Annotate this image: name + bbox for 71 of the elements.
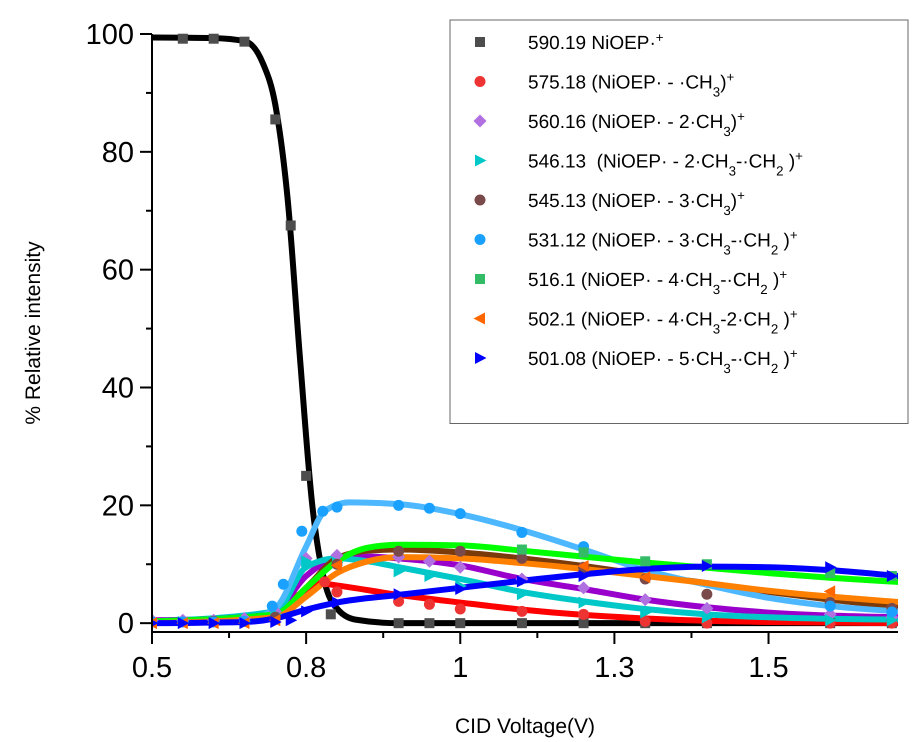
x-axis-title: CID Voltage(V)	[454, 715, 596, 738]
point	[319, 576, 330, 588]
point	[239, 36, 250, 47]
point	[301, 555, 313, 568]
point	[886, 606, 898, 618]
point	[266, 600, 278, 612]
point	[394, 618, 404, 628]
point	[331, 502, 342, 513]
legend-label: 545.13 (NiOEP· - 3·CH$_{3}$)$^{+}$	[528, 188, 746, 218]
point	[640, 556, 650, 566]
point	[640, 616, 651, 627]
point	[455, 618, 466, 628]
point	[577, 581, 590, 594]
x-tick-label: 1	[452, 652, 468, 684]
point	[301, 470, 312, 481]
x-tick-label: 1.5	[748, 652, 789, 684]
point	[286, 220, 296, 230]
point	[278, 578, 289, 590]
y-tick-label: 100	[86, 19, 134, 51]
point	[424, 502, 435, 514]
point	[702, 560, 714, 572]
point	[296, 526, 308, 537]
point	[326, 609, 336, 620]
point	[516, 606, 528, 617]
point	[454, 508, 466, 520]
point	[516, 575, 528, 588]
y-tick-label: 60	[102, 254, 134, 287]
point	[454, 546, 466, 557]
point	[702, 611, 714, 624]
point	[824, 585, 836, 598]
point	[422, 554, 436, 568]
point	[454, 560, 467, 574]
point	[301, 605, 313, 618]
point	[638, 593, 652, 606]
legend-label: 531.12 (NiOEP· - 3·CH$_{3}$-·CH$_{2}$ )$^{+}$	[528, 227, 798, 257]
point	[424, 598, 435, 610]
y-tick-label: 0	[118, 608, 134, 640]
point	[825, 614, 837, 626]
point	[578, 547, 589, 558]
point	[700, 602, 714, 615]
point	[578, 570, 590, 582]
y-tick-label: 40	[102, 372, 134, 404]
point	[578, 608, 590, 620]
point	[701, 588, 712, 600]
point	[825, 561, 837, 574]
point	[454, 604, 466, 615]
y-axis-title: % Relative intensity	[22, 240, 45, 425]
legend-label: 546.13 (NiOEP· - 2·CH$_{3}$-·CH$_{2}$ )$^{+}$	[528, 148, 804, 178]
point	[516, 526, 528, 538]
point	[424, 618, 434, 628]
point	[270, 114, 280, 124]
legend-label: 516.1 (NiOEP· - 4·CH$_{3}$-·CH$_{2}$ )$^{+}$	[528, 266, 788, 296]
legend-label: 590.19 NiOEP·$^{+}$	[528, 30, 664, 54]
x-tick-label: 1.3	[594, 652, 635, 684]
point	[331, 586, 342, 598]
legend-label: 560.16 (NiOEP· - 2·CH$_{3}$)$^{+}$	[528, 108, 746, 138]
y-tick-label: 80	[102, 136, 134, 169]
legend-label: 501.08 (NiOEP· - 5·CH$_{3}$-·CH$_{2}$ )$^{+}$	[528, 346, 798, 376]
point	[516, 544, 527, 555]
legend-label: 575.18 (NiOEP· - ·CH$_{3}$)$^{+}$	[528, 69, 735, 99]
point	[393, 546, 404, 557]
point	[208, 34, 219, 44]
point	[516, 618, 527, 628]
x-tick-label: 0.5	[132, 652, 172, 684]
x-tick-label: 0.8	[286, 652, 326, 684]
point	[178, 34, 188, 44]
point	[393, 500, 404, 511]
y-tick-label: 20	[102, 490, 134, 522]
legend-label: 502.1 (NiOEP· - 4·CH$_{3}$-2·CH$_{2}$ )$^{+}$	[528, 306, 798, 336]
point	[317, 506, 328, 517]
point	[824, 600, 836, 612]
